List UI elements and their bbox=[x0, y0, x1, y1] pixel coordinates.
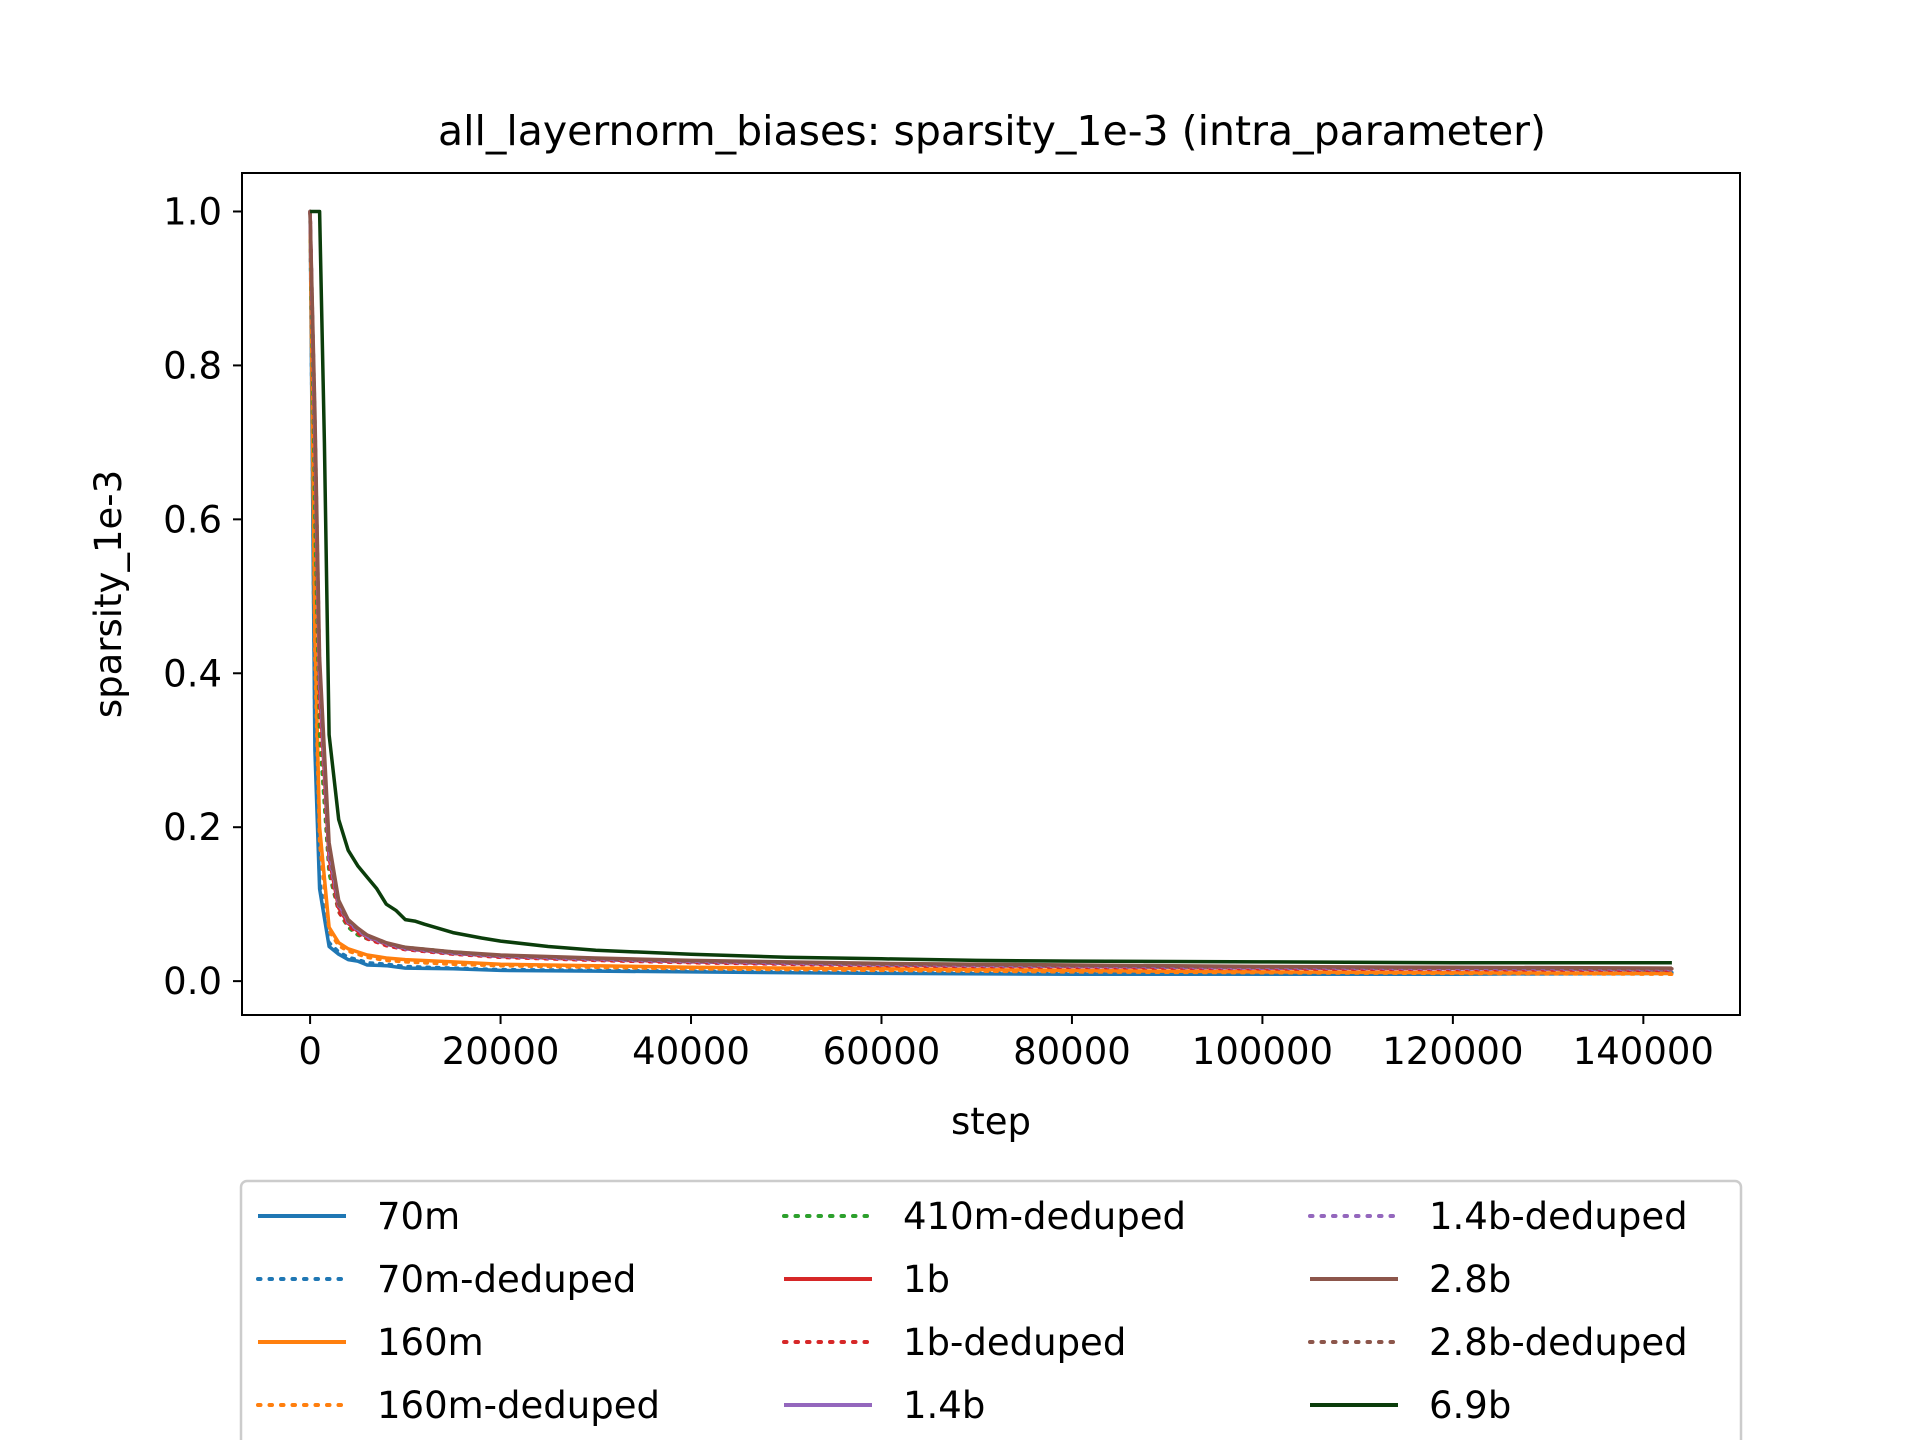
legend-label-70m-deduped: 70m-deduped bbox=[377, 1258, 636, 1301]
legend-label-1.4b: 1.4b bbox=[903, 1384, 985, 1427]
legend-frame bbox=[239, 1179, 1743, 1440]
x-tick-label: 60000 bbox=[823, 1030, 941, 1073]
x-tick-label: 100000 bbox=[1192, 1030, 1333, 1073]
chart-title: all_layernorm_biases: sparsity_1e-3 (int… bbox=[438, 107, 1546, 155]
legend-label-160m: 160m bbox=[377, 1321, 484, 1364]
legend-label-160m-deduped: 160m-deduped bbox=[377, 1384, 660, 1427]
series-lines bbox=[308, 209, 1674, 976]
y-tick-label: 0.2 bbox=[163, 806, 222, 849]
x-tick-label: 0 bbox=[298, 1030, 322, 1073]
y-tick-label: 1.0 bbox=[163, 190, 222, 233]
legend-label-1b: 1b bbox=[903, 1258, 950, 1301]
legend-label-1b-deduped: 1b-deduped bbox=[903, 1321, 1126, 1364]
legend-label-70m: 70m bbox=[377, 1195, 460, 1238]
x-tick-label: 20000 bbox=[442, 1030, 560, 1073]
legend-label-410m-deduped: 410m-deduped bbox=[903, 1195, 1186, 1238]
x-tick-label: 140000 bbox=[1573, 1030, 1714, 1073]
y-tick-label: 0.8 bbox=[163, 344, 222, 387]
y-axis-label: sparsity_1e-3 bbox=[87, 470, 130, 718]
legend-label-2.8b-deduped: 2.8b-deduped bbox=[1429, 1321, 1688, 1364]
x-tick-label: 80000 bbox=[1013, 1030, 1131, 1073]
legend-label-2.8b: 2.8b bbox=[1429, 1258, 1511, 1301]
y-tick-label: 0.0 bbox=[163, 960, 222, 1003]
series-line-6.9b bbox=[310, 209, 1672, 965]
y-tick-label: 0.6 bbox=[163, 498, 222, 541]
series-line-160m-deduped bbox=[308, 209, 1674, 976]
y-axis: 0.0 0.2 0.4 0.6 0.8 1.0 bbox=[163, 190, 242, 1003]
x-tick-label: 120000 bbox=[1382, 1030, 1523, 1073]
series-line-2.8b-deduped bbox=[308, 209, 1674, 971]
plot-area: 0 20000 40000 60000 80000 100000 120000 140000 … bbox=[163, 172, 1741, 1073]
legend: 70m 70m-deduped 160m 160m-deduped 410m-dedup… bbox=[239, 1179, 1743, 1440]
x-tick-label: 40000 bbox=[632, 1030, 750, 1073]
y-tick-label: 0.4 bbox=[163, 652, 222, 695]
legend-label-6.9b: 6.9b bbox=[1429, 1384, 1511, 1427]
x-axis-label: step bbox=[951, 1100, 1031, 1143]
legend-label-1.4b-deduped: 1.4b-deduped bbox=[1429, 1195, 1688, 1238]
plot-frame bbox=[241, 172, 1741, 1016]
x-axis: 0 20000 40000 60000 80000 100000 120000 140000 bbox=[298, 1015, 1714, 1073]
